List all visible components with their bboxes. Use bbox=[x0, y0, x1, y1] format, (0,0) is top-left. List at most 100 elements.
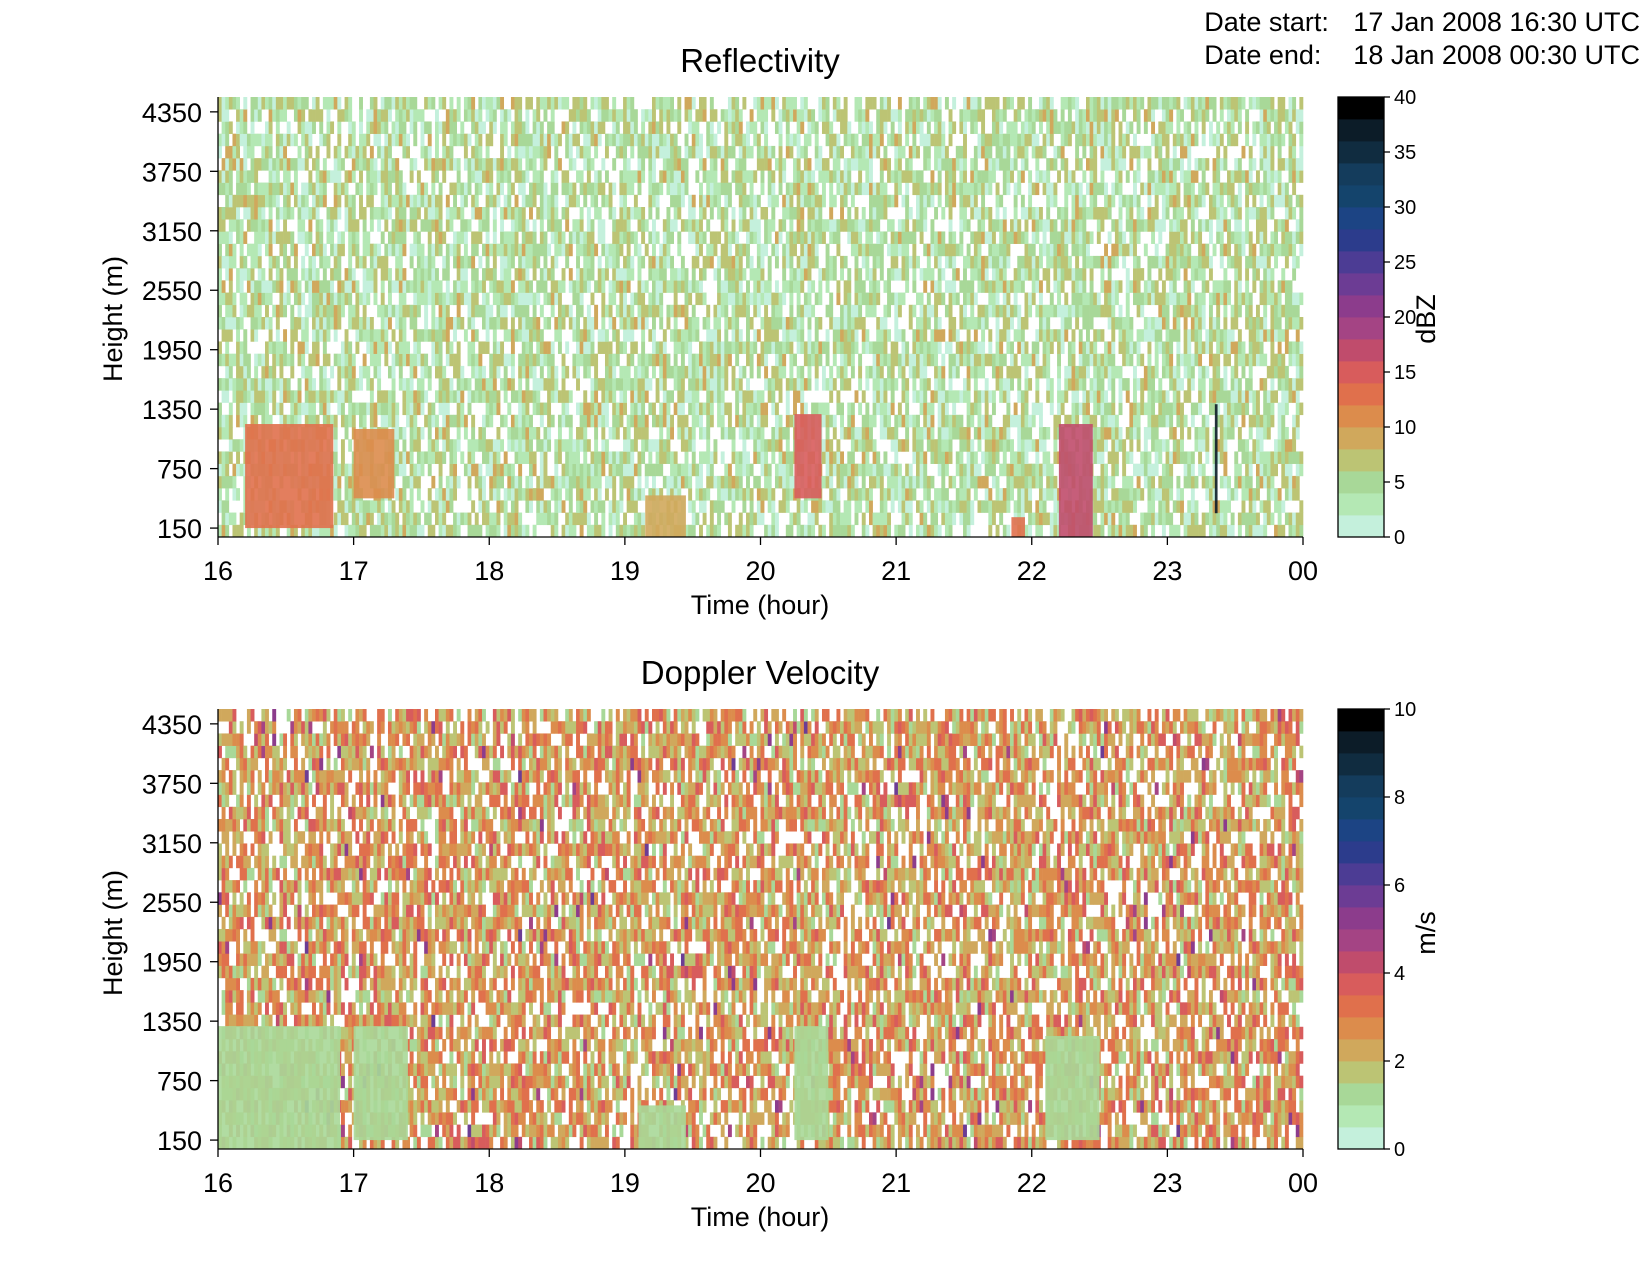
heatmap-cell bbox=[359, 378, 363, 391]
heatmap-cell bbox=[265, 280, 269, 293]
heatmap-cell bbox=[785, 414, 790, 428]
heatmap-cell bbox=[847, 512, 852, 526]
heatmap-cell bbox=[351, 353, 356, 367]
heatmap-cell bbox=[1154, 329, 1159, 342]
heatmap-cell bbox=[944, 341, 949, 354]
heatmap-cell bbox=[482, 341, 486, 354]
heatmap-cell bbox=[648, 329, 653, 342]
heatmap-cell bbox=[916, 463, 920, 477]
heatmap-cell bbox=[604, 488, 609, 501]
heatmap-cell bbox=[1046, 329, 1051, 342]
heatmap-cell bbox=[460, 255, 465, 269]
heatmap-cell bbox=[1161, 402, 1166, 416]
heatmap-cell bbox=[308, 390, 313, 403]
heatmap-cell bbox=[322, 329, 327, 342]
heatmap-cell bbox=[293, 524, 298, 538]
heatmap-cell bbox=[1035, 402, 1040, 416]
heatmap-cell bbox=[821, 439, 826, 452]
heatmap-cell bbox=[431, 475, 436, 489]
heatmap-cell bbox=[1060, 402, 1065, 416]
heatmap-cell bbox=[1082, 317, 1087, 330]
heatmap-cell bbox=[362, 292, 367, 306]
heatmap-cell bbox=[720, 304, 725, 318]
heatmap-cell bbox=[821, 414, 826, 428]
heatmap-cell bbox=[778, 304, 783, 318]
heatmap-cell bbox=[583, 463, 588, 477]
heatmap-cell bbox=[236, 341, 240, 354]
heatmap-cell bbox=[377, 353, 382, 367]
heatmap-cell bbox=[1234, 390, 1239, 403]
heatmap-cell bbox=[908, 304, 913, 318]
heatmap-cell bbox=[246, 353, 251, 367]
heatmap-cell bbox=[431, 317, 436, 330]
heatmap-cell bbox=[1263, 353, 1268, 367]
heatmap-cell bbox=[330, 280, 335, 293]
heatmap-cell bbox=[503, 304, 508, 318]
heatmap-cell bbox=[991, 304, 996, 318]
heatmap-cell bbox=[1082, 255, 1087, 269]
heatmap-cell bbox=[995, 304, 1000, 318]
heatmap-cell bbox=[590, 414, 595, 428]
heatmap-cell bbox=[1071, 304, 1076, 318]
heatmap-cell bbox=[518, 524, 523, 538]
heatmap-cell bbox=[778, 451, 783, 464]
heatmap-cell bbox=[796, 378, 801, 391]
heatmap-cell bbox=[594, 451, 599, 464]
heatmap-cell bbox=[297, 341, 302, 354]
heatmap-cell bbox=[1223, 317, 1228, 330]
heatmap-cell bbox=[485, 402, 490, 416]
heatmap-cell bbox=[1266, 329, 1271, 342]
heatmap-cell bbox=[623, 390, 627, 403]
heatmap-cell bbox=[518, 255, 523, 269]
heatmap-cell bbox=[988, 304, 993, 318]
heatmap-cell bbox=[536, 390, 541, 403]
heatmap-cell bbox=[246, 304, 251, 318]
heatmap-cell bbox=[308, 365, 313, 379]
heatmap-cell bbox=[655, 292, 660, 306]
heatmap-cell bbox=[760, 451, 765, 464]
heatmap-cell bbox=[952, 402, 957, 416]
heatmap-cell bbox=[543, 500, 548, 513]
heatmap-cell bbox=[673, 292, 678, 306]
heatmap-cell bbox=[322, 353, 327, 367]
heatmap-cell bbox=[1046, 255, 1051, 269]
heatmap-cell bbox=[380, 500, 385, 513]
heatmap-cell bbox=[984, 402, 989, 416]
heatmap-cell bbox=[348, 292, 353, 306]
heatmap-cell bbox=[1216, 524, 1221, 538]
heatmap-cell bbox=[1201, 512, 1206, 526]
heatmap-cell bbox=[966, 512, 971, 526]
heatmap-cell bbox=[1180, 304, 1184, 318]
heatmap-cell bbox=[1263, 451, 1268, 464]
heatmap-cell bbox=[807, 292, 812, 306]
heatmap-cell bbox=[380, 329, 385, 342]
heatmap-cell bbox=[1205, 451, 1210, 464]
heatmap-cell bbox=[539, 402, 544, 416]
heatmap-cell bbox=[753, 390, 758, 403]
heatmap-cell bbox=[442, 365, 447, 379]
heatmap-cell bbox=[561, 268, 566, 281]
heatmap-cell bbox=[326, 353, 331, 367]
heatmap-cell bbox=[308, 353, 313, 367]
heatmap-cell bbox=[767, 463, 772, 477]
heatmap-cell bbox=[655, 439, 660, 452]
heatmap-cell bbox=[518, 512, 523, 526]
heatmap-cell bbox=[221, 353, 226, 367]
heatmap-cell bbox=[467, 317, 472, 330]
heatmap-cell bbox=[778, 365, 783, 379]
heatmap-cell bbox=[821, 268, 826, 281]
heatmap-cell bbox=[796, 524, 801, 538]
heatmap-cell bbox=[843, 304, 848, 318]
heatmap-cell bbox=[1281, 280, 1286, 293]
heatmap-cell bbox=[771, 317, 776, 330]
heatmap-cell bbox=[1031, 439, 1036, 452]
heatmap-cell bbox=[644, 378, 649, 391]
heatmap-cell bbox=[883, 378, 888, 391]
heatmap-cell bbox=[984, 500, 989, 513]
heatmap-cell bbox=[1104, 280, 1108, 293]
heatmap-cell bbox=[225, 329, 230, 342]
heatmap-cell bbox=[876, 292, 881, 306]
heatmap-cell bbox=[1219, 439, 1224, 452]
heatmap-cell bbox=[840, 524, 844, 538]
heatmap-cell bbox=[590, 390, 595, 403]
